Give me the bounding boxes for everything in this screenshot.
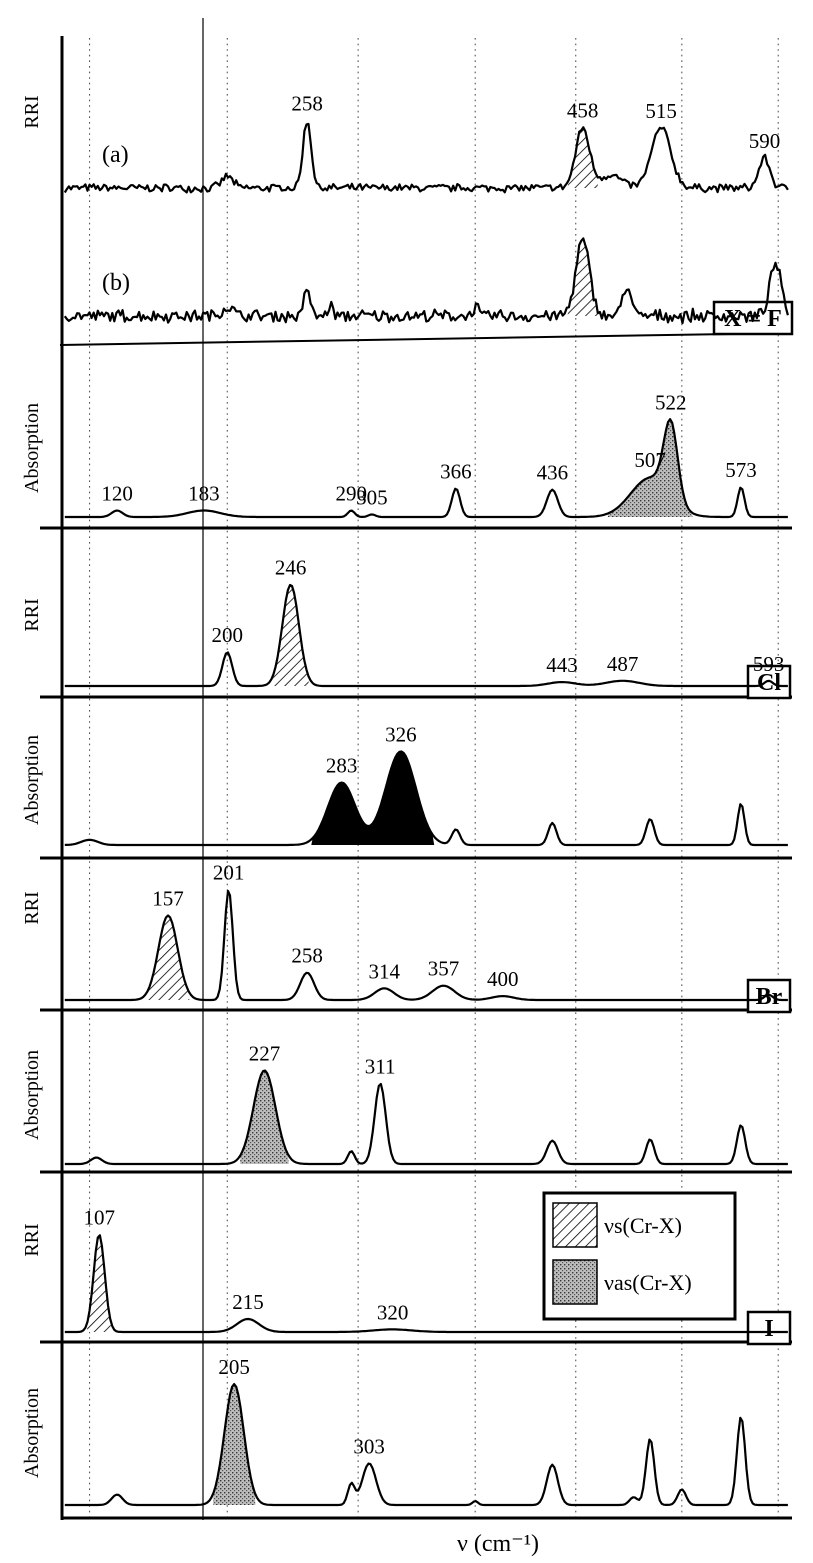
panel-7: RRI I 107 215 320 xyxy=(21,1206,792,1346)
band-fill-hatch xyxy=(567,127,598,188)
band-fill-hatch xyxy=(87,1235,112,1332)
peak-label: 458 xyxy=(567,99,599,123)
halide-label: I xyxy=(764,1316,773,1342)
panel-y-label: Absorption xyxy=(21,1050,43,1140)
peak-label: 573 xyxy=(725,458,757,482)
peak-label: 120 xyxy=(101,482,133,506)
legend: νs(Cr-X) νas(Cr-X) xyxy=(542,1191,737,1321)
peak-label: 507 xyxy=(634,448,666,472)
peak-label: 593 xyxy=(753,652,785,676)
panel-y-label: Absorption xyxy=(21,403,43,493)
peak-label: 443 xyxy=(546,653,578,677)
band-fill-hatch xyxy=(272,585,309,686)
panel-y-label: RRI xyxy=(21,891,43,924)
peak-label: 326 xyxy=(385,722,417,746)
peak-label: 258 xyxy=(291,91,323,115)
peak-label: 283 xyxy=(326,754,358,778)
plot-frame xyxy=(40,18,792,1520)
panel-y-label: RRI xyxy=(21,598,43,631)
band-fill-stipple xyxy=(213,1384,256,1505)
spectrum-trace xyxy=(64,1069,788,1166)
spectrum-trace xyxy=(63,237,789,325)
peak-label: 522 xyxy=(655,391,687,415)
spectrum-trace xyxy=(64,1383,788,1507)
panel-6: Absorption 227 311 xyxy=(21,1041,788,1166)
legend-label-asym: νas(Cr-X) xyxy=(604,1270,692,1295)
peak-label: 305 xyxy=(356,485,388,509)
spectrum-trace xyxy=(64,889,788,1002)
peak-label: 515 xyxy=(645,99,677,123)
trace-tag: (a) xyxy=(102,142,129,168)
panel-y-label: RRI xyxy=(21,1223,43,1256)
peak-label: 590 xyxy=(749,129,781,153)
peak-label: 183 xyxy=(188,482,220,506)
panel-4: Absorption 283 326 xyxy=(21,722,788,847)
spectrum-trace xyxy=(64,750,788,847)
peak-label: 436 xyxy=(537,461,569,485)
peak-label: 215 xyxy=(232,1290,264,1314)
spectrum-trace xyxy=(64,1234,788,1334)
peak-label: 201 xyxy=(213,861,245,885)
spectrum-trace xyxy=(64,583,788,688)
legend-label-sym: νs(Cr-X) xyxy=(604,1213,682,1238)
peak-label: 366 xyxy=(440,459,472,483)
band-fill-hatch xyxy=(567,238,598,316)
legend-swatch-stippled xyxy=(552,1259,598,1305)
peak-label: 314 xyxy=(369,959,401,983)
panel-y-label: RRI xyxy=(21,95,43,128)
panel-5: RRI Br 157 201 258 314 357 400 xyxy=(21,861,792,1014)
spectrum-trace xyxy=(63,122,789,194)
peak-label: 357 xyxy=(428,957,460,981)
peak-label: 400 xyxy=(487,967,519,991)
panel-8: Absorption 205 303 xyxy=(21,1355,788,1507)
halide-box xyxy=(746,1310,792,1346)
band-fill-stipple xyxy=(655,419,686,517)
peak-label: 258 xyxy=(291,944,323,968)
peak-label: 311 xyxy=(365,1054,396,1078)
peak-label: 290 xyxy=(335,482,367,506)
band-fill-solid xyxy=(367,751,435,845)
halide-label: Br xyxy=(756,984,783,1010)
panel-y-label: Absorption xyxy=(21,735,43,825)
halide-label: Cl xyxy=(757,670,781,696)
panel-3: RRI Cl 200 246 443 487 593 xyxy=(21,556,792,700)
spectrum-trace xyxy=(64,418,788,519)
band-fill-stipple xyxy=(240,1070,289,1164)
legend-swatch-hatched xyxy=(552,1202,598,1248)
peak-label: 107 xyxy=(83,1206,115,1230)
peak-label: 200 xyxy=(212,623,244,647)
peak-label: 487 xyxy=(607,652,639,676)
band-fill-solid xyxy=(311,782,372,845)
peak-label: 205 xyxy=(218,1355,250,1379)
peak-label: 246 xyxy=(275,556,307,580)
trace-tag: (b) xyxy=(102,270,130,296)
band-fill-hatch xyxy=(146,915,190,1000)
peak-label: 303 xyxy=(353,1434,385,1458)
panel-baseline xyxy=(59,332,791,346)
panel-y-label: Absorption xyxy=(21,1388,43,1478)
peak-label: 227 xyxy=(249,1041,281,1065)
x-axis-label: ν (cm⁻¹) xyxy=(457,1531,539,1557)
peak-label: 157 xyxy=(152,887,184,911)
peak-label: 320 xyxy=(377,1300,409,1324)
